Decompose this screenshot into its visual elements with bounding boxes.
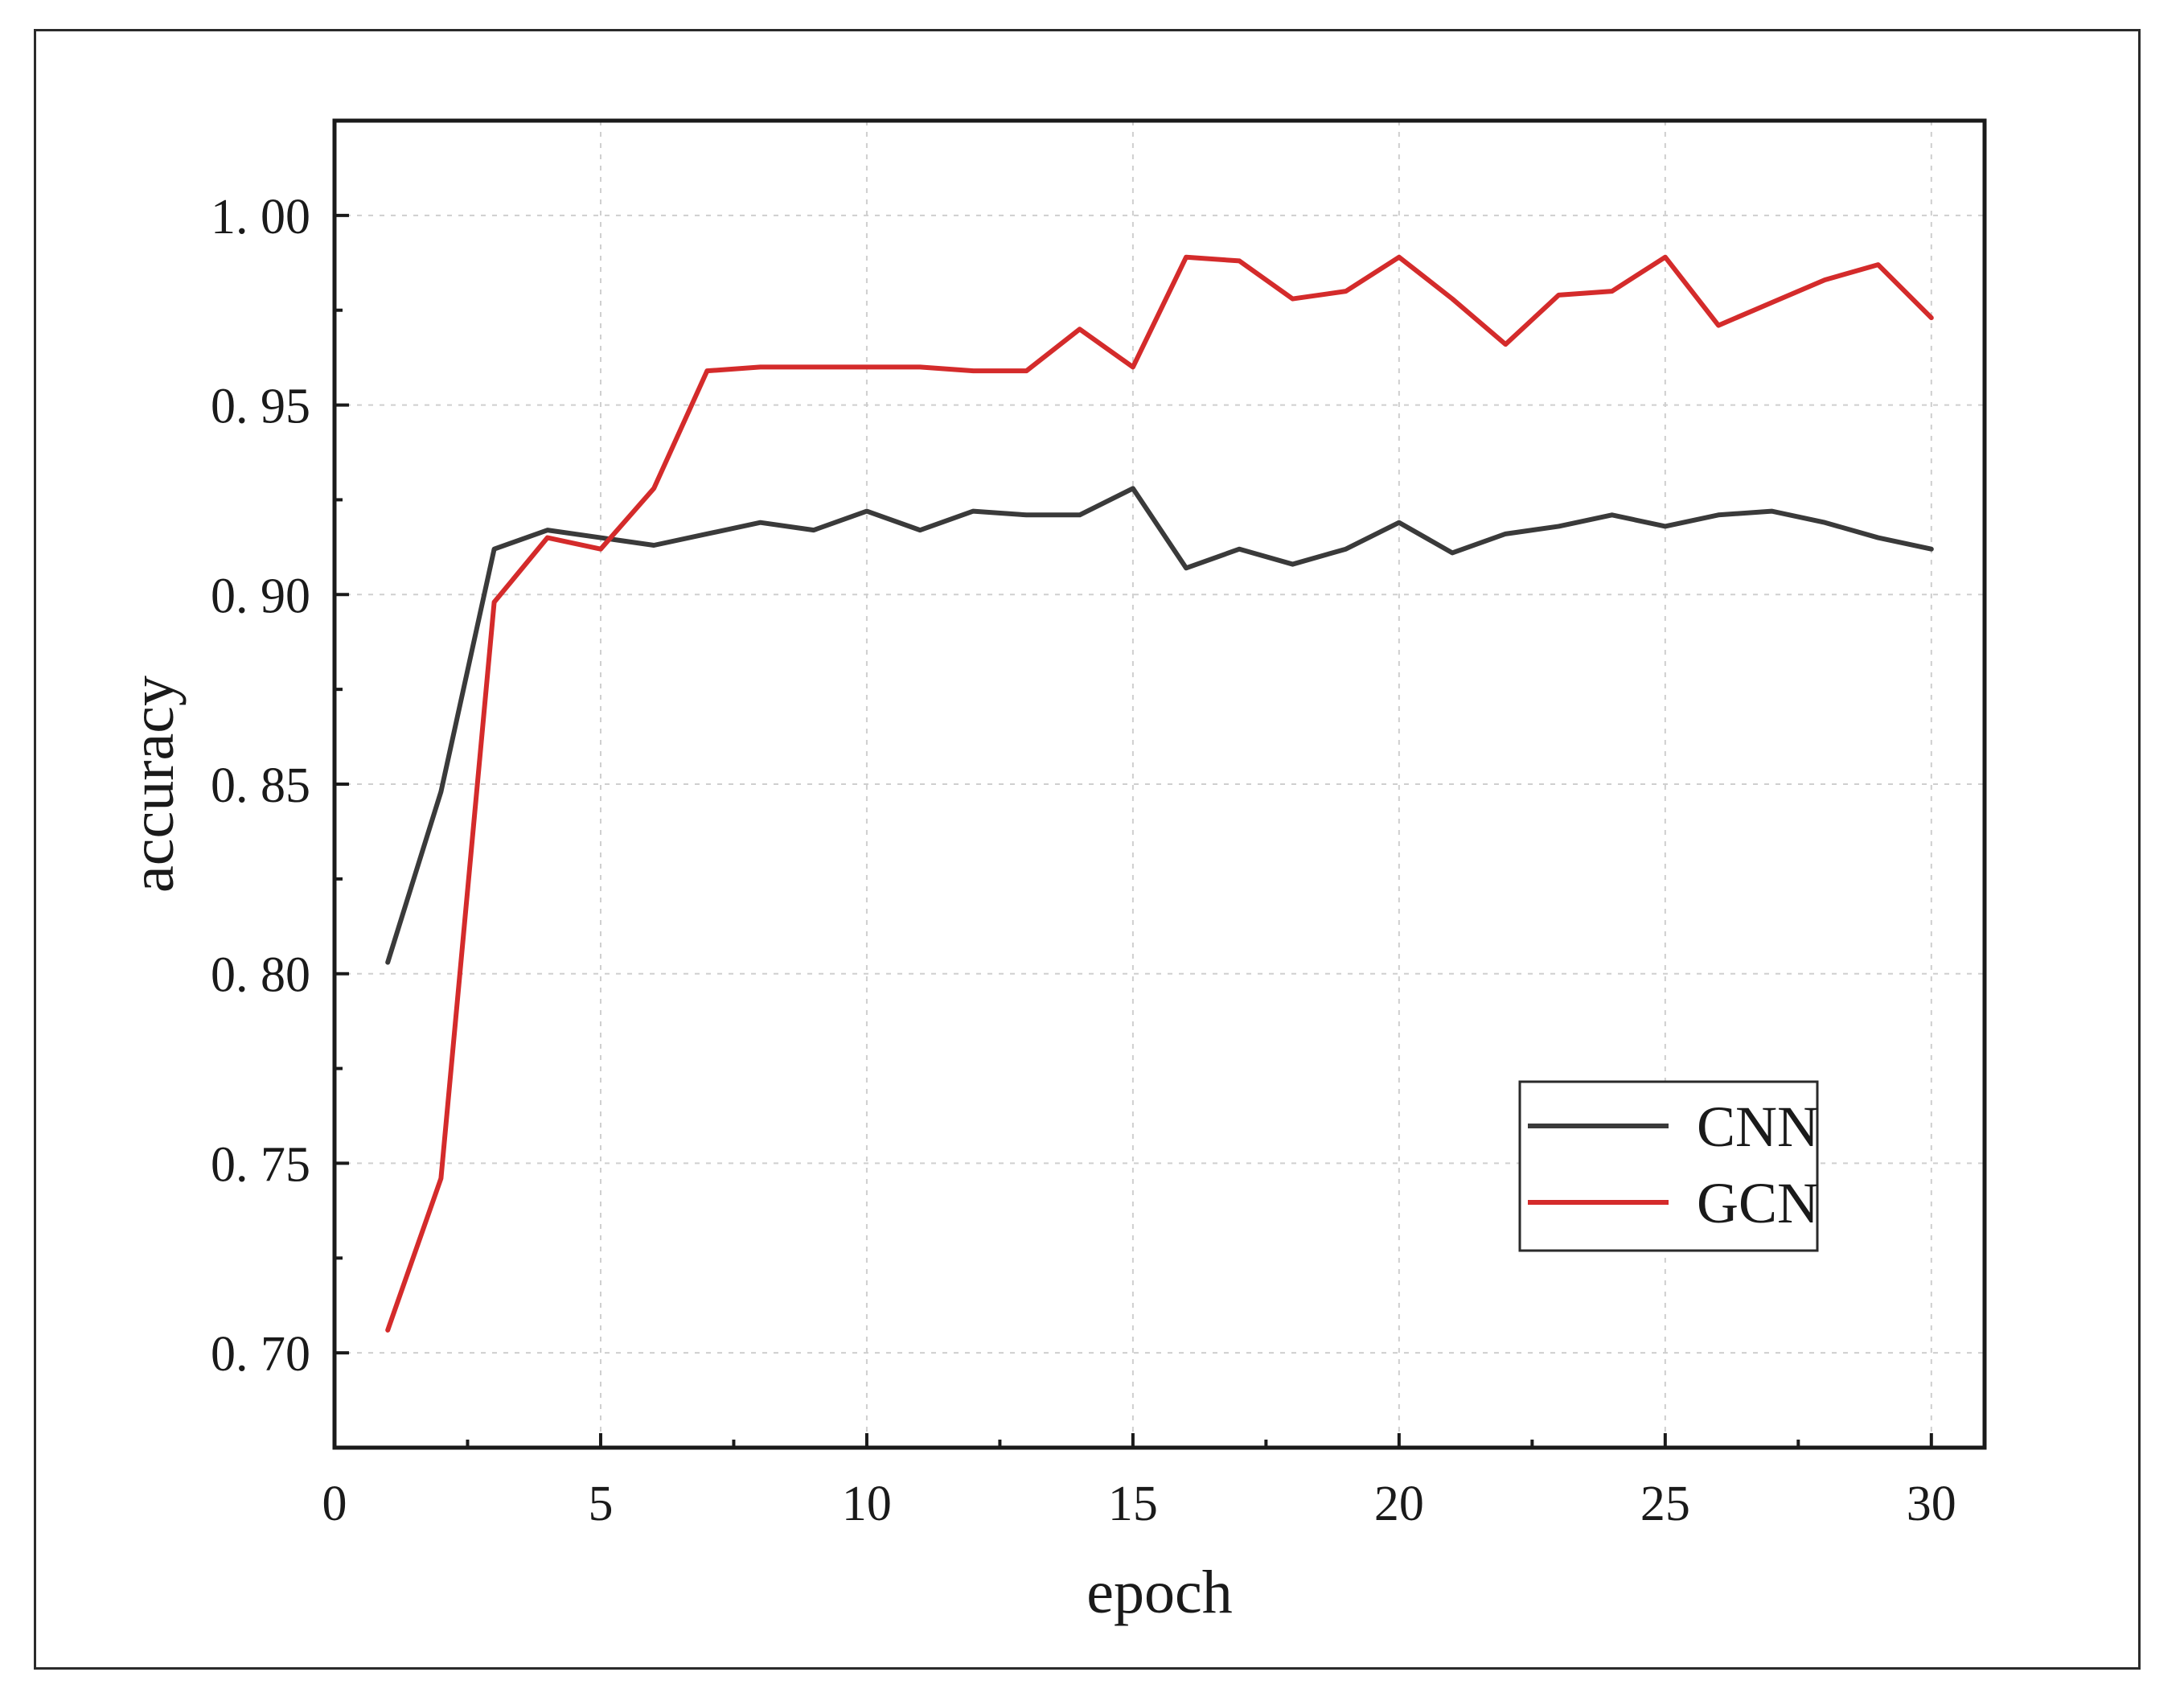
x-axis-title: epoch	[1086, 1559, 1232, 1626]
series-line-cnn	[385, 486, 1934, 965]
legend-label-cnn: CNN	[1697, 1095, 1819, 1159]
figure-frame	[34, 29, 2141, 1670]
x-tick-label: 25	[1640, 1477, 1690, 1531]
y-tick-label: 0. 75	[211, 1137, 310, 1192]
y-tick-label: 1. 00	[211, 190, 310, 244]
y-tick-label: 0. 70	[211, 1327, 310, 1382]
x-tick-label: 0	[322, 1477, 347, 1531]
grid-lines	[335, 121, 1985, 1448]
axis-ticks	[333, 213, 1933, 1448]
x-tick-label: 30	[1907, 1477, 1956, 1531]
x-tick-label: 10	[842, 1477, 892, 1531]
x-tick-label: 20	[1374, 1477, 1424, 1531]
x-tick-label: 15	[1108, 1477, 1158, 1531]
x-tick-label: 5	[588, 1477, 613, 1531]
y-tick-label: 0. 80	[211, 948, 310, 1003]
tick-labels: 0 5 10 15 20 25 30 0. 70 0. 75 0. 80 0. 85 0. 90 0. …	[211, 190, 1956, 1531]
legend-label-gcn: GCN	[1697, 1171, 1819, 1235]
legend-box	[1518, 1080, 1819, 1252]
legend: CNN GCN	[1518, 1080, 1819, 1252]
series-line-gcn	[385, 254, 1934, 1333]
y-tick-label: 0. 95	[211, 380, 310, 434]
y-tick-label: 0. 90	[211, 569, 310, 623]
series-lines	[385, 254, 1934, 1333]
y-tick-label: 0. 85	[211, 758, 310, 813]
y-axis-title: accuracy	[119, 676, 187, 893]
